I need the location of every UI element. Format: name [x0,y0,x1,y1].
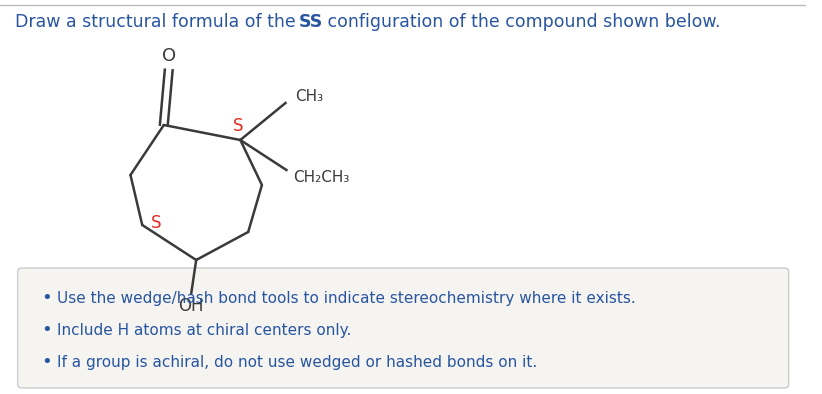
Text: •: • [41,289,52,307]
Text: •: • [41,353,52,371]
Text: If a group is achiral, do not use wedged or hashed bonds on it.: If a group is achiral, do not use wedged… [57,355,537,370]
Text: O: O [162,47,176,65]
Text: CH₃: CH₃ [295,89,323,104]
FancyBboxPatch shape [17,268,788,388]
Text: SS: SS [299,13,323,31]
Text: configuration of the compound shown below.: configuration of the compound shown belo… [321,13,720,31]
Text: CH₂CH₃: CH₂CH₃ [293,169,349,184]
Text: •: • [41,321,52,339]
Text: S: S [150,214,161,232]
Text: Include H atoms at chiral centers only.: Include H atoms at chiral centers only. [57,323,351,338]
Text: OH: OH [178,297,204,315]
Text: Use the wedge/hash bond tools to indicate stereochemistry where it exists.: Use the wedge/hash bond tools to indicat… [57,290,635,305]
Text: S: S [233,117,243,135]
Text: Draw a structural formula of the: Draw a structural formula of the [15,13,301,31]
